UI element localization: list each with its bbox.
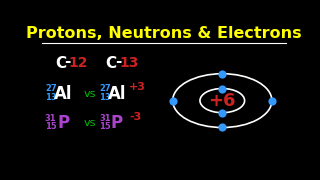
Point xyxy=(269,99,275,102)
Text: 13: 13 xyxy=(119,56,139,70)
Text: -: - xyxy=(115,54,122,69)
Point xyxy=(220,72,225,75)
Text: C: C xyxy=(55,56,66,71)
Text: 31: 31 xyxy=(100,114,111,123)
Point xyxy=(220,126,225,129)
Point xyxy=(220,87,225,90)
Text: 13: 13 xyxy=(100,93,111,102)
Text: P: P xyxy=(111,114,123,132)
Text: vs: vs xyxy=(84,89,96,99)
Text: +3: +3 xyxy=(129,82,146,93)
Text: -3: -3 xyxy=(129,112,141,122)
Text: 31: 31 xyxy=(45,114,57,123)
Text: +6: +6 xyxy=(209,92,236,110)
Text: C: C xyxy=(106,56,117,71)
Text: P: P xyxy=(57,114,69,132)
Text: vs: vs xyxy=(84,118,96,129)
Point xyxy=(220,111,225,114)
Text: Protons, Neutrons & Electrons: Protons, Neutrons & Electrons xyxy=(26,26,302,41)
Text: 12: 12 xyxy=(68,56,88,70)
Text: 27: 27 xyxy=(100,84,111,93)
Text: 15: 15 xyxy=(45,122,57,131)
Text: -: - xyxy=(64,54,71,69)
Point xyxy=(170,99,175,102)
Text: 15: 15 xyxy=(100,122,111,131)
Text: 27: 27 xyxy=(45,84,57,93)
Text: 13: 13 xyxy=(45,93,57,102)
Text: Al: Al xyxy=(54,85,73,103)
Text: Al: Al xyxy=(108,85,127,103)
